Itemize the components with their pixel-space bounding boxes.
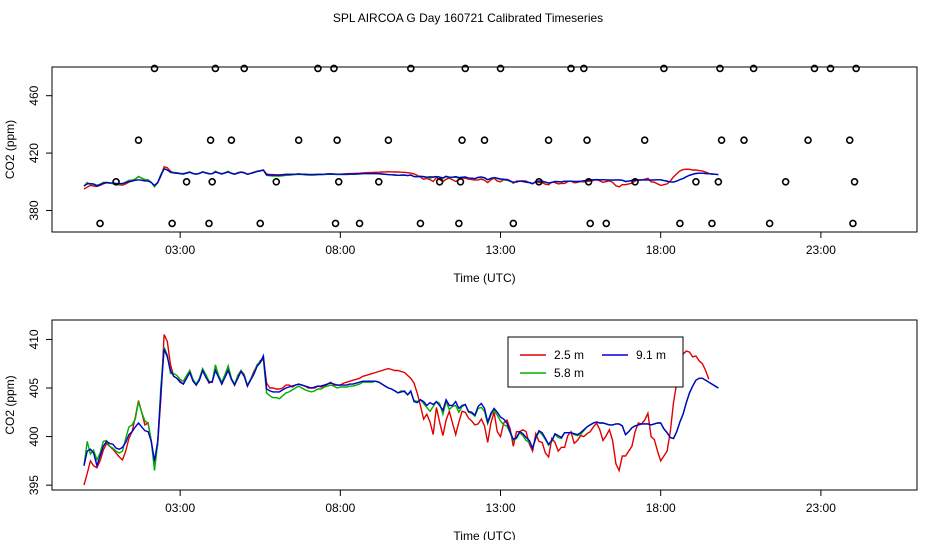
top-reference-point — [240, 64, 249, 73]
top-x-tick-label: 18:00 — [646, 243, 676, 257]
top-reference-point — [850, 177, 859, 186]
top-reference-point — [717, 136, 726, 144]
top-plot-frame — [51, 66, 918, 233]
bottom-y-tick-label: 395 — [27, 475, 41, 495]
top-reference-point — [740, 136, 748, 144]
top-reference-point — [407, 64, 415, 73]
top-reference-point — [330, 64, 338, 73]
top-reference-point — [96, 219, 104, 228]
top-reference-point — [584, 177, 593, 186]
top-reference-point — [458, 136, 466, 144]
bottom-x-tick-label: 18:00 — [646, 501, 676, 515]
top-reference-point — [384, 136, 393, 144]
top-reference-point — [586, 219, 595, 228]
top-reference-point — [168, 219, 176, 228]
bottom-series-line-91m — [83, 348, 719, 469]
bottom-y-tick-label: 410 — [27, 329, 41, 349]
chart-title: SPL AIRCOA G Day 160721 Calibrated Times… — [333, 11, 603, 25]
top-reference-point — [496, 64, 505, 73]
top-reference-point — [334, 177, 343, 186]
top-reference-point — [765, 219, 774, 228]
top-reference-point — [716, 64, 724, 73]
top-reference-point — [583, 136, 591, 144]
top-x-axis-label: Time (UTC) — [453, 271, 515, 285]
top-reference-point — [580, 64, 588, 73]
top-reference-point — [294, 136, 303, 144]
bottom-x-axis-label: Time (UTC) — [453, 529, 515, 540]
top-y-tick-label: 460 — [27, 85, 41, 105]
top-reference-point — [416, 219, 425, 228]
top-reference-point — [692, 177, 700, 186]
legend-label: 2.5 m — [554, 348, 584, 362]
top-reference-point — [852, 64, 860, 73]
top-reference-point — [708, 219, 716, 228]
bottom-x-tick-label: 23:00 — [806, 501, 836, 515]
top-reference-point — [355, 219, 364, 228]
top-reference-point — [208, 177, 216, 186]
top-reference-point — [602, 219, 611, 228]
top-y-tick-label: 380 — [27, 200, 41, 220]
top-reference-point — [456, 177, 465, 186]
top-y-tick-label: 420 — [27, 143, 41, 163]
legend-label: 9.1 m — [636, 348, 666, 362]
top-reference-point — [781, 177, 790, 186]
top-reference-point — [676, 219, 684, 228]
bottom-y-axis-label: CO2 (ppm) — [3, 375, 17, 434]
bottom-x-tick-label: 03:00 — [165, 501, 195, 515]
top-reference-point — [227, 136, 236, 144]
top-reference-point — [435, 177, 444, 186]
bottom-x-tick-label: 08:00 — [325, 501, 355, 515]
top-x-tick-label: 03:00 — [165, 243, 195, 257]
bottom-x-tick-label: 13:00 — [486, 501, 516, 515]
top-reference-point — [112, 177, 120, 186]
bottom-plot-frame — [51, 319, 918, 491]
top-y-axis-label: CO2 (ppm) — [3, 120, 17, 179]
top-reference-point — [544, 136, 553, 144]
bottom-y-tick-label: 405 — [27, 378, 41, 398]
top-reference-point — [272, 177, 281, 186]
top-x-tick-label: 08:00 — [325, 243, 355, 257]
top-reference-point — [455, 219, 463, 228]
top-reference-point — [314, 64, 322, 73]
top-reference-point — [714, 177, 723, 186]
top-reference-point — [631, 177, 639, 186]
top-series-line-91m — [83, 168, 719, 187]
top-reference-point — [331, 219, 340, 228]
top-reference-point — [206, 136, 215, 144]
top-reference-point — [256, 219, 265, 228]
top-reference-point — [749, 64, 758, 73]
legend-box — [507, 336, 684, 388]
top-reference-point — [182, 177, 191, 186]
legend-label: 5.8 m — [554, 366, 584, 380]
top-reference-point — [660, 64, 668, 73]
top-reference-point — [211, 64, 220, 73]
top-reference-point — [134, 136, 143, 144]
top-reference-point — [845, 136, 854, 144]
top-reference-point — [826, 64, 835, 73]
top-reference-point — [150, 64, 159, 73]
top-x-tick-label: 13:00 — [486, 243, 516, 257]
top-reference-point — [535, 177, 543, 186]
bottom-y-tick-label: 400 — [27, 426, 41, 446]
top-reference-point — [509, 219, 518, 228]
top-reference-point — [461, 64, 470, 73]
top-reference-point — [567, 64, 575, 73]
top-x-tick-label: 23:00 — [806, 243, 836, 257]
top-reference-point — [849, 219, 857, 228]
top-reference-point — [480, 136, 489, 144]
top-reference-point — [804, 136, 812, 144]
top-series-line-25m — [83, 165, 710, 190]
top-reference-point — [205, 219, 213, 228]
top-reference-point — [374, 177, 383, 186]
top-reference-point — [640, 136, 649, 144]
top-reference-point — [810, 64, 819, 73]
top-reference-point — [333, 136, 341, 144]
